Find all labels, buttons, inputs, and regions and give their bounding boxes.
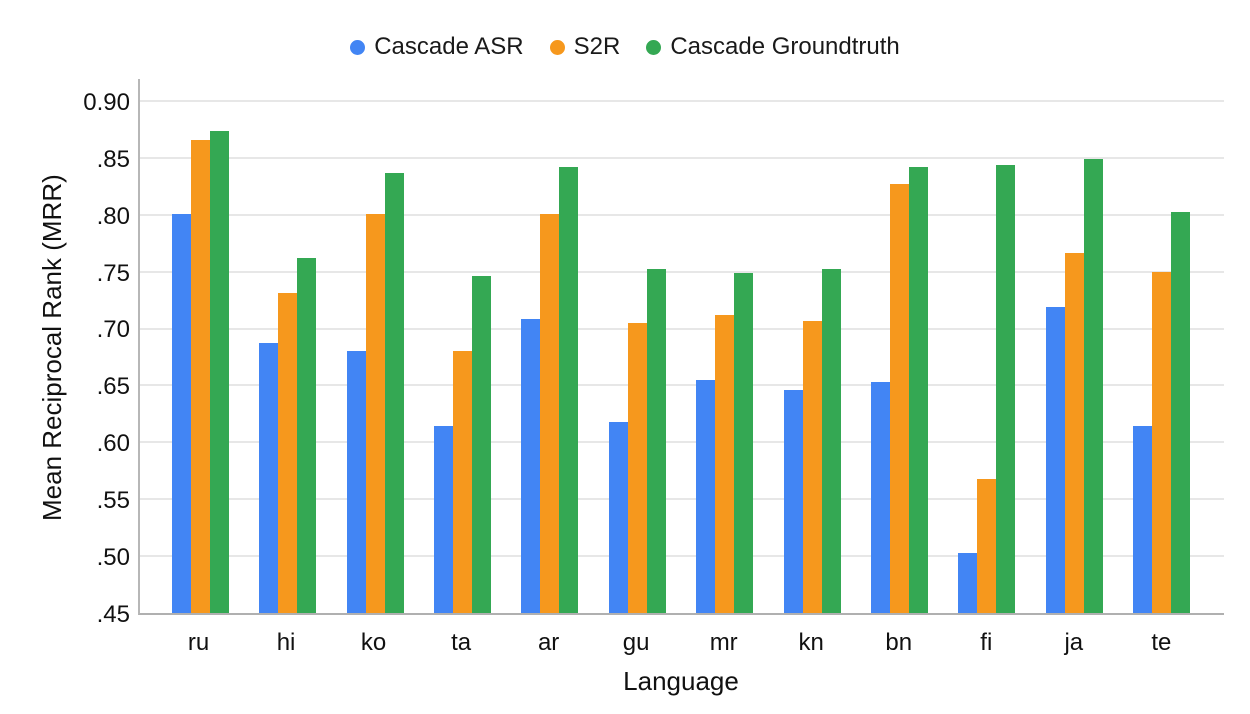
bar-ko-cascade-groundtruth — [384, 172, 404, 613]
bar-ta-s2r — [453, 351, 473, 613]
x-tick-label-ar: ar — [537, 629, 560, 656]
x-axis-tick-labels: ru hi ko ta ar gu mr kn bn fi ja te — [138, 629, 1224, 657]
bar-ta-cascade-groundtruth — [472, 276, 492, 613]
bar-ru-s2r — [191, 139, 210, 613]
gridline — [140, 99, 1224, 102]
bar-ja-cascade-groundtruth — [1083, 158, 1103, 613]
x-tick-label-gu: gu — [622, 629, 650, 656]
bar-hi-cascade-asr — [259, 343, 279, 613]
x-tick-label-ru: ru — [187, 629, 210, 656]
bar-ja-cascade-asr — [1045, 306, 1065, 613]
y-axis-tick-labels: 0.90 .85 .80 .75 .70 .65 .60 .55 .50 .45 — [0, 79, 130, 628]
gridline — [140, 384, 1224, 387]
y-axis-title: Mean Reciprocal Rank (MRR) — [37, 174, 67, 521]
bar-mr-cascade-asr — [696, 379, 716, 613]
y-tick-label: .45 — [96, 601, 130, 628]
bar-group-kn — [783, 269, 841, 613]
x-tick-label-ko: ko — [360, 629, 387, 656]
bar-ru-cascade-groundtruth — [210, 130, 229, 613]
x-axis-title: Language — [623, 666, 739, 696]
bar-ar-s2r — [540, 213, 560, 613]
bar-group-hi — [259, 257, 317, 613]
bar-ar-cascade-asr — [521, 319, 541, 613]
bar-ru-cascade-asr — [172, 213, 191, 613]
bar-group-ar — [521, 166, 579, 613]
legend-dot-icon — [350, 39, 366, 55]
legend-label: S2R — [573, 33, 621, 60]
bar-gu-cascade-groundtruth — [646, 269, 666, 613]
gridline — [140, 327, 1224, 330]
y-tick-label: .65 — [96, 373, 130, 401]
y-tick-label: .85 — [96, 145, 130, 173]
bar-group-gu — [608, 269, 666, 613]
legend-label: Cascade ASR — [374, 33, 524, 60]
legend-item: S2R — [549, 33, 621, 61]
y-tick-label: .80 — [96, 202, 130, 230]
bar-ar-cascade-groundtruth — [559, 166, 579, 613]
x-tick-label-bn: bn — [885, 629, 913, 656]
bar-bn-cascade-groundtruth — [908, 166, 928, 613]
legend-dot-icon — [646, 39, 662, 55]
bar-group-ja — [1045, 158, 1103, 613]
bar-ja-s2r — [1064, 253, 1084, 613]
x-tick-label-te: te — [1151, 629, 1172, 656]
x-tick-label-ja: ja — [1064, 629, 1084, 656]
bar-te-s2r — [1151, 271, 1171, 613]
bar-mr-s2r — [715, 314, 735, 613]
x-tick-label-kn: kn — [798, 629, 824, 656]
bar-group-fi — [958, 164, 1016, 613]
x-tick-label-hi: hi — [276, 629, 296, 656]
bar-kn-s2r — [802, 320, 822, 613]
gridline — [140, 498, 1224, 501]
plot-area — [138, 79, 1224, 615]
chart-legend: Cascade ASR S2R Cascade Groundtruth — [0, 30, 1250, 64]
y-tick-label: .70 — [96, 316, 130, 344]
bars-area — [140, 79, 1224, 613]
bar-group-ru — [172, 130, 229, 613]
legend-label: Cascade Groundtruth — [670, 33, 900, 60]
y-tick-label: .50 — [96, 544, 130, 572]
bar-fi-cascade-asr — [958, 552, 978, 613]
bar-bn-s2r — [889, 184, 909, 613]
gridline — [140, 156, 1224, 159]
bar-group-mr — [696, 272, 754, 613]
legend-item: Cascade Groundtruth — [646, 33, 900, 61]
bar-hi-cascade-groundtruth — [297, 257, 317, 613]
bar-group-ko — [346, 172, 404, 613]
bar-ta-cascade-asr — [434, 426, 454, 613]
legend-dot-icon — [549, 39, 565, 55]
y-tick-label: .75 — [96, 259, 130, 287]
bar-bn-cascade-asr — [870, 382, 890, 613]
bar-group-ta — [434, 276, 492, 613]
gridline — [140, 213, 1224, 216]
bar-fi-cascade-groundtruth — [996, 164, 1016, 613]
gridline — [140, 555, 1224, 558]
bar-gu-cascade-asr — [608, 421, 628, 613]
bar-hi-s2r — [278, 293, 298, 613]
bar-ko-s2r — [365, 213, 385, 613]
y-tick-label: 0.90 — [83, 88, 130, 116]
y-tick-label: .60 — [96, 430, 130, 458]
bar-kn-cascade-asr — [783, 390, 803, 613]
bar-mr-cascade-groundtruth — [734, 272, 754, 613]
bar-group-bn — [870, 166, 928, 613]
x-tick-label-mr: mr — [709, 629, 738, 656]
legend-item: Cascade ASR — [350, 33, 524, 61]
bar-kn-cascade-groundtruth — [821, 269, 841, 613]
bar-te-cascade-asr — [1132, 426, 1152, 613]
x-tick-label-fi: fi — [980, 629, 993, 656]
bar-group-te — [1132, 212, 1190, 613]
x-tick-label-ta: ta — [451, 629, 472, 656]
bar-ko-cascade-asr — [346, 351, 366, 613]
y-tick-label: .55 — [96, 487, 130, 515]
gridline — [140, 441, 1224, 444]
bar-fi-s2r — [977, 478, 997, 613]
gridline — [140, 270, 1224, 273]
bar-gu-s2r — [627, 322, 647, 613]
bar-te-cascade-groundtruth — [1170, 212, 1190, 613]
